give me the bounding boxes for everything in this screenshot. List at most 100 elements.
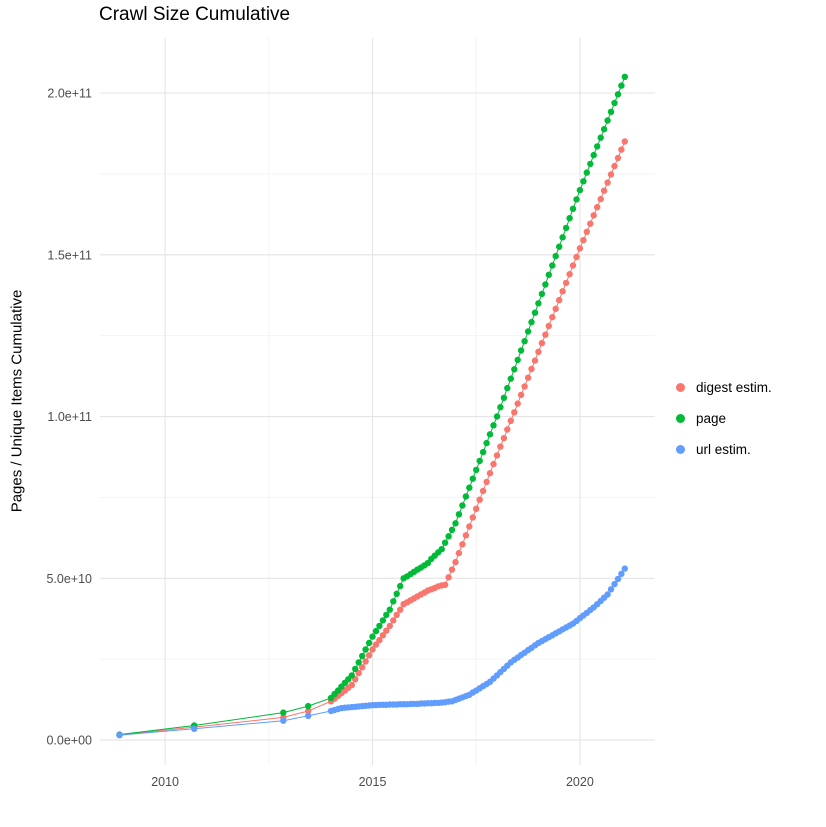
data-point <box>362 658 369 665</box>
data-point <box>355 659 362 666</box>
data-point <box>448 566 456 573</box>
data-point <box>607 108 615 116</box>
data-point <box>614 575 622 583</box>
data-point <box>372 627 380 635</box>
data-point <box>580 178 587 185</box>
data-point <box>524 328 532 335</box>
data-point <box>528 365 535 373</box>
data-point <box>445 574 452 581</box>
data-point <box>600 187 608 194</box>
data-point <box>621 73 628 81</box>
data-point <box>383 611 390 619</box>
y-tick-label: 5.0e+10 <box>46 572 92 586</box>
data-point <box>359 652 366 660</box>
data-point <box>590 212 597 219</box>
data-point <box>562 279 570 287</box>
data-point <box>611 99 618 107</box>
data-point <box>397 582 404 590</box>
data-point <box>483 439 490 447</box>
data-point <box>473 466 480 474</box>
x-tick-label: 2010 <box>151 775 179 789</box>
data-point <box>538 339 546 347</box>
data-point <box>549 262 556 269</box>
data-point <box>469 514 476 521</box>
data-point <box>549 314 556 321</box>
data-point <box>369 646 376 653</box>
data-point <box>621 565 628 572</box>
data-point <box>583 169 590 176</box>
data-point <box>559 288 566 295</box>
y-tick-label: 2.0e+11 <box>47 87 92 101</box>
gridlines-minor <box>100 38 655 765</box>
data-point <box>486 470 494 477</box>
data-point <box>500 435 508 442</box>
data-point <box>566 271 573 278</box>
legend-swatch-icon <box>676 445 685 454</box>
y-tick-label: 0.0e+00 <box>46 734 92 748</box>
x-tick-label: 2015 <box>359 775 387 789</box>
data-point <box>538 290 546 298</box>
data-point <box>517 347 525 354</box>
data-point <box>486 431 494 438</box>
data-point <box>528 318 535 326</box>
data-point <box>448 526 456 533</box>
data-point <box>569 205 577 212</box>
data-point <box>469 475 476 482</box>
data-point <box>393 590 400 597</box>
data-point <box>441 539 449 546</box>
legend-item-digest-estim: digest estim. <box>676 377 772 398</box>
data-point <box>497 443 504 450</box>
data-point <box>359 664 366 671</box>
data-point <box>614 154 622 162</box>
data-point <box>500 394 508 401</box>
data-point <box>566 215 573 222</box>
data-point <box>452 558 459 566</box>
data-point <box>462 493 470 500</box>
data-point <box>473 505 480 512</box>
data-point <box>607 171 615 178</box>
data-point <box>583 228 590 235</box>
data-point <box>476 496 483 503</box>
data-point <box>116 732 123 739</box>
data-point <box>600 126 608 133</box>
data-point <box>376 636 383 644</box>
data-point <box>594 204 601 211</box>
data-point <box>604 117 611 124</box>
data-point <box>542 281 549 288</box>
data-point <box>305 702 312 710</box>
data-point <box>552 305 559 312</box>
data-point <box>576 245 584 252</box>
series-url-estim <box>116 565 628 739</box>
data-point <box>493 452 501 459</box>
data-point <box>369 633 376 640</box>
legend-label: page <box>696 411 727 426</box>
gridlines-major <box>100 38 655 765</box>
data-point <box>479 448 487 456</box>
data-point <box>483 478 490 486</box>
data-point <box>348 672 355 679</box>
data-point <box>514 400 521 407</box>
data-point <box>376 622 383 630</box>
data-point <box>562 224 570 232</box>
data-point <box>305 712 312 719</box>
data-point <box>556 243 563 250</box>
data-point <box>524 374 532 381</box>
data-point <box>542 331 549 338</box>
data-point <box>590 151 597 159</box>
data-point <box>618 82 625 89</box>
data-point <box>545 271 552 278</box>
data-point <box>372 641 380 648</box>
chart-title: Crawl Size Cumulative <box>99 4 291 25</box>
data-point <box>607 586 615 593</box>
data-point <box>545 322 552 330</box>
data-point <box>531 309 539 316</box>
legend: digest estim. page url estim. <box>676 377 772 460</box>
legend-swatch-icon <box>676 414 685 423</box>
data-point <box>497 404 504 411</box>
legend-label: digest estim. <box>696 380 772 395</box>
data-point <box>507 375 514 382</box>
data-point <box>573 253 580 261</box>
data-point <box>517 391 525 399</box>
data-point <box>507 417 514 424</box>
